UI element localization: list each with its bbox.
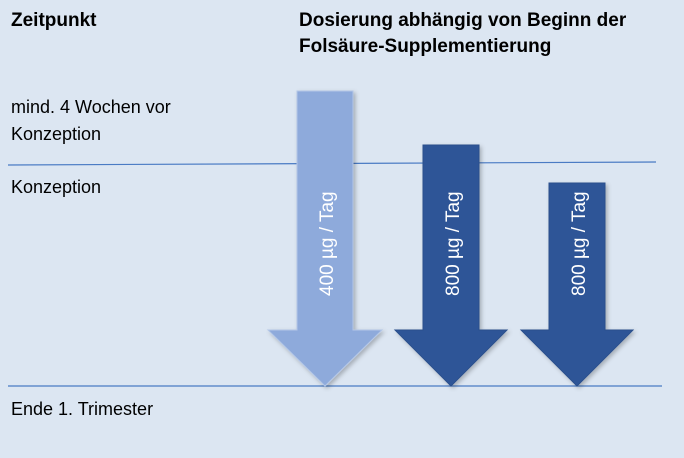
arrow-400 xyxy=(266,90,384,387)
timepoint-before-conception: mind. 4 Wochen vor Konzeption xyxy=(11,94,251,148)
arrow-800-a xyxy=(393,144,509,387)
arrow-800-a-label: 800 µg / Tag xyxy=(443,191,464,296)
arrow-800-b xyxy=(519,182,635,387)
timepoint-before-line1: mind. 4 Wochen vor xyxy=(11,97,171,117)
column-header-timepoint: Zeitpunkt xyxy=(11,10,97,31)
timepoint-before-line2: Konzeption xyxy=(11,124,102,144)
column-header-dosage: Dosierung abhängig von Beginn der Folsäu… xyxy=(299,8,626,60)
arrow-800-b-label: 800 µg / Tag xyxy=(569,191,590,296)
column-header-dosage-line2: Folsäure-Supplementierung xyxy=(299,36,552,57)
arrow-400-label: 400 µg / Tag xyxy=(317,191,338,296)
column-header-dosage-line1: Dosierung abhängig von Beginn der xyxy=(299,10,627,31)
timepoint-end-first-trimester: Ende 1. Trimester xyxy=(11,399,154,419)
timepoint-conception: Konzeption xyxy=(11,177,102,197)
